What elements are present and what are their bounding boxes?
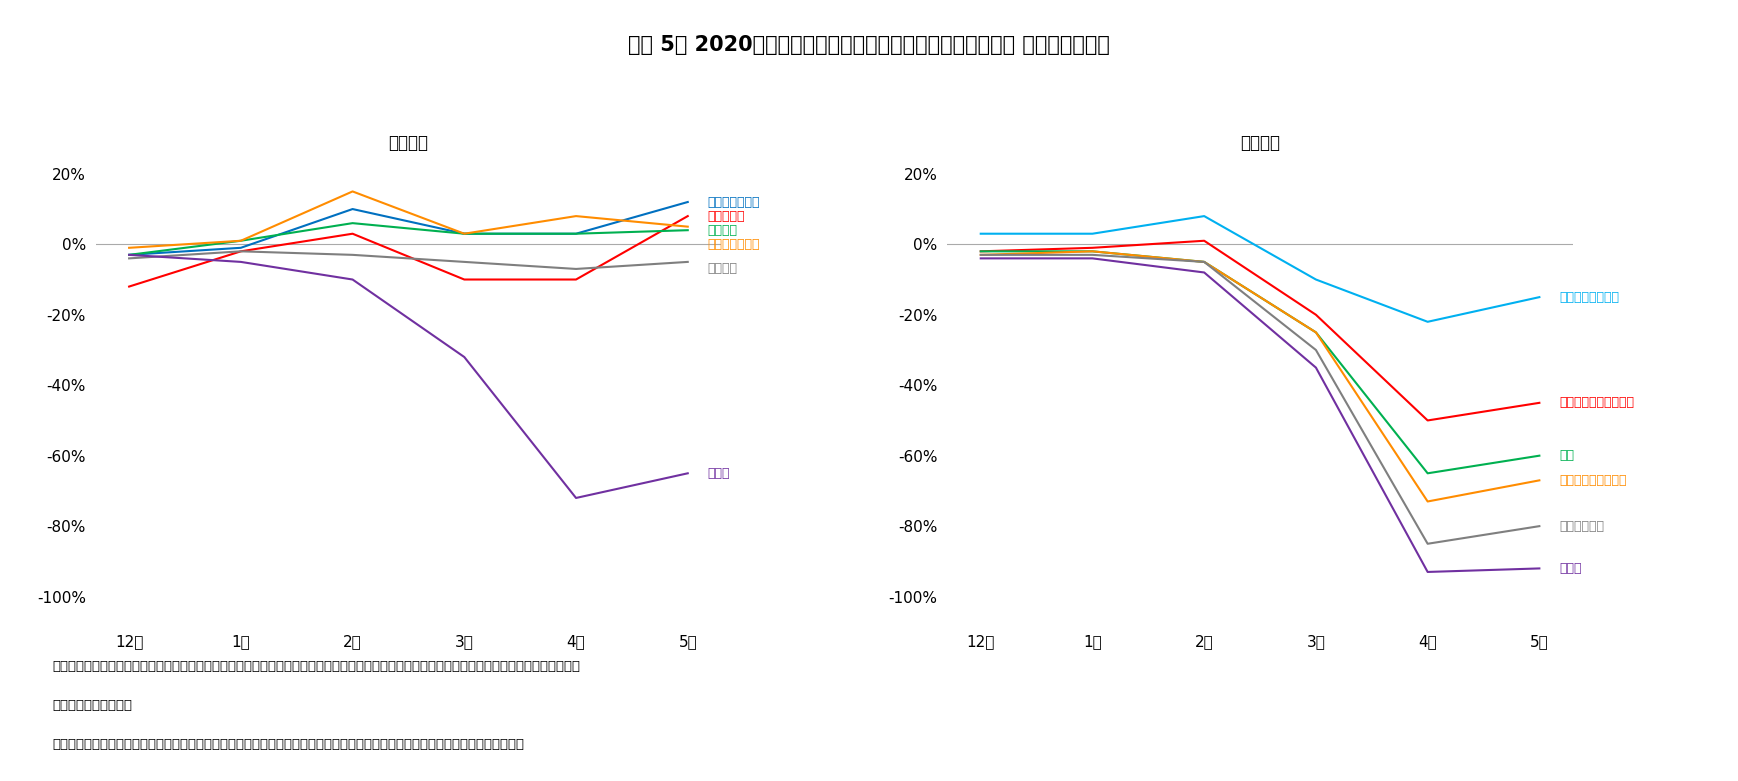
Text: パブ・居酒屋: パブ・居酒屋 (1559, 519, 1604, 533)
Text: スーパー: スーパー (707, 223, 739, 237)
Text: 図表 5： 2020年の商業施設の主要テナント業態の月次販売額 （前年同月比）: 図表 5： 2020年の商業施設の主要テナント業態の月次販売額 （前年同月比） (627, 35, 1111, 55)
Text: ホームセンター: ホームセンター (707, 195, 760, 209)
Text: ファーストフード: ファーストフード (1559, 291, 1620, 304)
Text: 映画館: 映画館 (1559, 562, 1582, 575)
Text: ディナーレストラン: ディナーレストラン (1559, 474, 1627, 487)
Title: モノ消費: モノ消費 (388, 134, 429, 152)
Text: （注）スーパー・コンビニ・百貨店は既存店ベース、ホームセンター・家電量販店・ドラッグストアは全店ベースから店舗数変化率を差し引いた、: （注）スーパー・コンビニ・百貨店は既存店ベース、ホームセンター・家電量販店・ドラ… (52, 660, 580, 673)
Text: コンビニ: コンビニ (707, 262, 739, 276)
Text: 家電量販店: 家電量販店 (707, 209, 746, 223)
Text: ファミリーレストラン: ファミリーレストラン (1559, 396, 1634, 409)
Text: （出所）経済産業省、日本フランチャイズチェーン協会、日本フードサービス協会、東宝株式会社をもとにニッセイ基礎研究所作成: （出所）経済産業省、日本フランチャイズチェーン協会、日本フードサービス協会、東宝… (52, 738, 525, 751)
Text: 百貨店: 百貨店 (707, 467, 730, 480)
Text: 喫茶: 喫茶 (1559, 449, 1575, 462)
Text: ドラッグストア: ドラッグストア (707, 237, 760, 251)
Title: コト消費: コト消費 (1239, 134, 1281, 152)
Text: コト消費は全店ベース: コト消費は全店ベース (52, 699, 132, 712)
